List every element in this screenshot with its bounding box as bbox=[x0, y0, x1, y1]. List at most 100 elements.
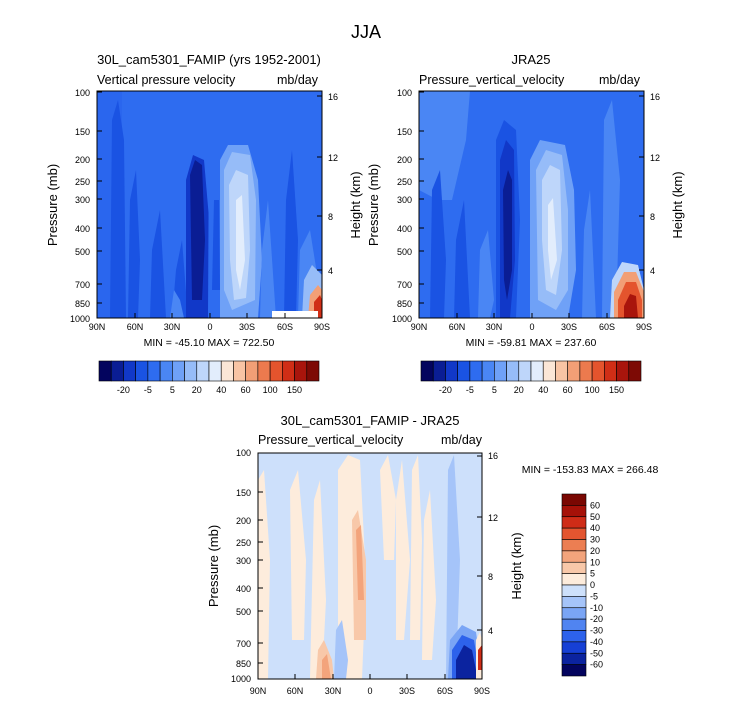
y-tick-label: 250 bbox=[236, 538, 251, 548]
colorbar-tick-label: 5 bbox=[170, 385, 175, 395]
colorbar-tick-label: 60 bbox=[241, 385, 251, 395]
panel-model-unit-label: mb/day bbox=[277, 73, 319, 87]
colorbar-swatch bbox=[420, 360, 434, 382]
x-tick-label: 0 bbox=[367, 686, 372, 696]
x-tick-label: 30N bbox=[486, 322, 503, 332]
colorbar-swatch bbox=[561, 516, 587, 529]
x-tick-label: 60S bbox=[437, 686, 453, 696]
colorbar-model: -20 -5 5 20 40 60 100 150 bbox=[98, 360, 320, 395]
colorbar-tick-label: 60 bbox=[563, 385, 573, 395]
colorbar-tick-label: -40 bbox=[590, 637, 603, 647]
panel-reanalysis: JRA25 Pressure_vertical_velocity mb/day bbox=[366, 52, 685, 395]
colorbar-swatch bbox=[220, 360, 234, 382]
colorbar-tick-label: 10 bbox=[590, 557, 600, 567]
y-tick-label: 250 bbox=[75, 177, 90, 187]
colorbar-swatch bbox=[172, 360, 185, 382]
panel-difference-ticks: 100 150 200 250 300 400 500 700 850 1000… bbox=[231, 448, 498, 696]
colorbar-tick-label: 40 bbox=[590, 523, 600, 533]
colorbar-tick-label: 150 bbox=[287, 385, 302, 395]
panel-model-ylabel: Pressure (mb) bbox=[45, 164, 60, 246]
panel-reanalysis-ylabel: Pressure (mb) bbox=[366, 164, 381, 246]
colorbar-swatch bbox=[616, 360, 630, 382]
colorbar-swatch bbox=[159, 360, 173, 382]
panel-reanalysis-field bbox=[419, 91, 644, 318]
colorbar-swatch bbox=[561, 550, 587, 563]
colorbar-swatch bbox=[98, 360, 112, 382]
colorbar-swatch bbox=[561, 561, 587, 574]
colorbar-tick-label: -20 bbox=[439, 385, 452, 395]
y-tick-label: 1000 bbox=[231, 674, 251, 684]
y-tick-label: 400 bbox=[236, 584, 251, 594]
panel-reanalysis-stats: MIN = -59.81 MAX = 237.60 bbox=[466, 337, 597, 349]
colorbar-swatch bbox=[561, 505, 587, 518]
colorbar-swatch bbox=[542, 360, 556, 382]
x-tick-label: 0 bbox=[529, 322, 534, 332]
colorbar-swatch bbox=[282, 360, 295, 382]
colorbar-swatch bbox=[530, 360, 544, 382]
y-tick-label: 850 bbox=[397, 299, 412, 309]
colorbar-swatch bbox=[269, 360, 283, 382]
y-tick-label: 700 bbox=[236, 639, 251, 649]
colorbar-tick-label: -30 bbox=[590, 626, 603, 636]
panel-difference-ylabel: Pressure (mb) bbox=[206, 525, 221, 607]
y2-tick-label: 16 bbox=[488, 451, 498, 461]
colorbar-swatch bbox=[506, 360, 520, 382]
y-tick-label: 150 bbox=[397, 127, 412, 137]
colorbar-tick-label: 30 bbox=[590, 535, 600, 545]
panel-difference-title: 30L_cam5301_FAMIP - JRA25 bbox=[281, 413, 460, 428]
colorbar-swatch bbox=[306, 360, 320, 382]
y-tick-label: 400 bbox=[75, 224, 90, 234]
y-tick-label: 1000 bbox=[392, 314, 412, 324]
colorbar-swatch bbox=[445, 360, 458, 382]
x-tick-label: 0 bbox=[207, 322, 212, 332]
x-tick-label: 60N bbox=[127, 322, 144, 332]
y2-tick-label: 4 bbox=[650, 266, 655, 276]
x-tick-label: 90S bbox=[474, 686, 490, 696]
panel-difference-stats: MIN = -153.83 MAX = 266.48 bbox=[522, 464, 659, 476]
colorbar-swatch bbox=[457, 360, 471, 382]
colorbar-swatch bbox=[561, 493, 587, 506]
y2-tick-label: 8 bbox=[328, 212, 333, 222]
colorbar-tick-label: -60 bbox=[590, 660, 603, 670]
x-tick-label: 30S bbox=[239, 322, 255, 332]
panel-reanalysis-unit-label: mb/day bbox=[599, 73, 641, 87]
colorbar-swatch bbox=[567, 360, 581, 382]
colorbar-tick-label: -5 bbox=[144, 385, 152, 395]
y-tick-label: 850 bbox=[75, 299, 90, 309]
colorbar-swatch bbox=[294, 360, 308, 382]
colorbar-swatch bbox=[561, 607, 587, 620]
colorbar-swatch bbox=[561, 539, 587, 552]
colorbar-swatch bbox=[555, 360, 568, 382]
colorbar-tick-label: 150 bbox=[609, 385, 624, 395]
colorbar-swatch bbox=[579, 360, 593, 382]
y2-tick-label: 16 bbox=[328, 92, 338, 102]
y-tick-label: 700 bbox=[75, 280, 90, 290]
y2-tick-label: 8 bbox=[650, 212, 655, 222]
colorbar-swatch bbox=[561, 630, 587, 643]
panel-reanalysis-ticks: 100 150 200 250 300 400 500 700 850 1000… bbox=[392, 88, 660, 332]
panel-model-ticks: 100 150 200 250 300 400 500 700 850 1000… bbox=[70, 88, 338, 332]
colorbar-swatch bbox=[518, 360, 532, 382]
x-tick-label: 30S bbox=[399, 686, 415, 696]
colorbar-tick-label: -10 bbox=[590, 603, 603, 613]
panel-difference-y2label: Height (km) bbox=[509, 532, 524, 599]
y-tick-label: 500 bbox=[236, 607, 251, 617]
y2-tick-label: 4 bbox=[328, 266, 333, 276]
y-tick-label: 700 bbox=[397, 280, 412, 290]
y-tick-label: 500 bbox=[397, 247, 412, 257]
panel-difference: 30L_cam5301_FAMIP - JRA25 Pressure_verti… bbox=[206, 413, 658, 696]
y-tick-label: 300 bbox=[236, 556, 251, 566]
colorbar-reanalysis: -20 -5 5 20 40 60 100 150 bbox=[420, 360, 642, 395]
colorbar-swatch bbox=[469, 360, 483, 382]
colorbar-swatch bbox=[481, 360, 495, 382]
y-tick-label: 850 bbox=[236, 659, 251, 669]
panel-model-stats: MIN = -45.10 MAX = 722.50 bbox=[144, 337, 275, 349]
x-tick-label: 90N bbox=[411, 322, 428, 332]
x-tick-label: 30N bbox=[164, 322, 181, 332]
page-title: JJA bbox=[351, 22, 381, 42]
colorbar-swatch bbox=[110, 360, 124, 382]
colorbar-swatch bbox=[123, 360, 136, 382]
x-tick-label: 60N bbox=[449, 322, 466, 332]
colorbar-swatch bbox=[591, 360, 605, 382]
